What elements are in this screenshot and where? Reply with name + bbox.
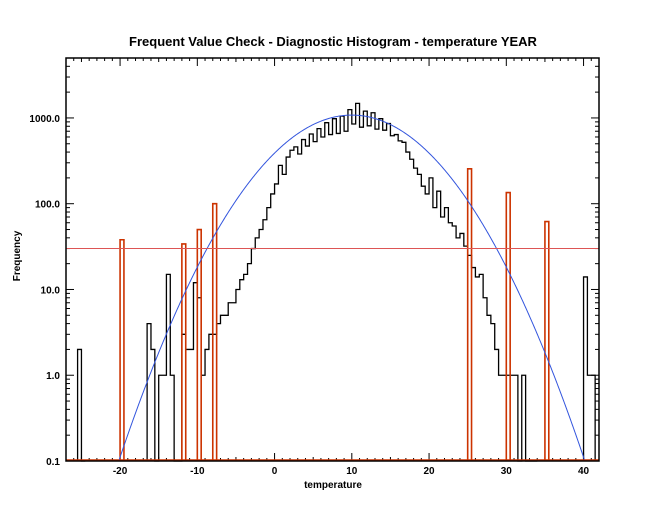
x-tick-labels: -20 -10 0 10 20 30 40: [113, 466, 590, 477]
y-tick-label: 100.0: [35, 200, 60, 211]
x-tick-label: -10: [190, 466, 205, 477]
y-tick-labels: 0.1 1.0 10.0 100.0 1000.0: [29, 114, 60, 468]
flagged-bar: [211, 202, 218, 461]
x-tick-label: 30: [501, 466, 513, 477]
flagged-bar: [544, 220, 550, 461]
y-tick-label: 0.1: [46, 457, 60, 468]
flagged-bar: [119, 238, 125, 461]
x-tick-label: -20: [113, 466, 128, 477]
chart-title: Frequent Value Check - Diagnostic Histog…: [129, 34, 538, 49]
y-tick-label: 1000.0: [29, 114, 60, 125]
x-axis-label: temperature: [304, 480, 362, 491]
gaussian-fit-curve: [118, 114, 585, 460]
y-axis-label: Frequency: [12, 230, 23, 281]
y-tick-label: 1.0: [46, 371, 60, 382]
flagged-bar: [196, 228, 202, 461]
x-tick-label: 40: [578, 466, 590, 477]
y-tick-label: 10.0: [41, 285, 61, 296]
flagged-bar: [505, 191, 511, 461]
x-tick-label: 20: [423, 466, 435, 477]
flagged-bars: [66, 168, 599, 461]
histogram-step-line: [76, 102, 596, 462]
x-tick-label: 10: [346, 466, 358, 477]
flagged-bar: [466, 168, 473, 461]
plot-frame: [65, 57, 600, 462]
x-tick-label: 0: [272, 466, 278, 477]
flagged-bar: [181, 243, 187, 461]
